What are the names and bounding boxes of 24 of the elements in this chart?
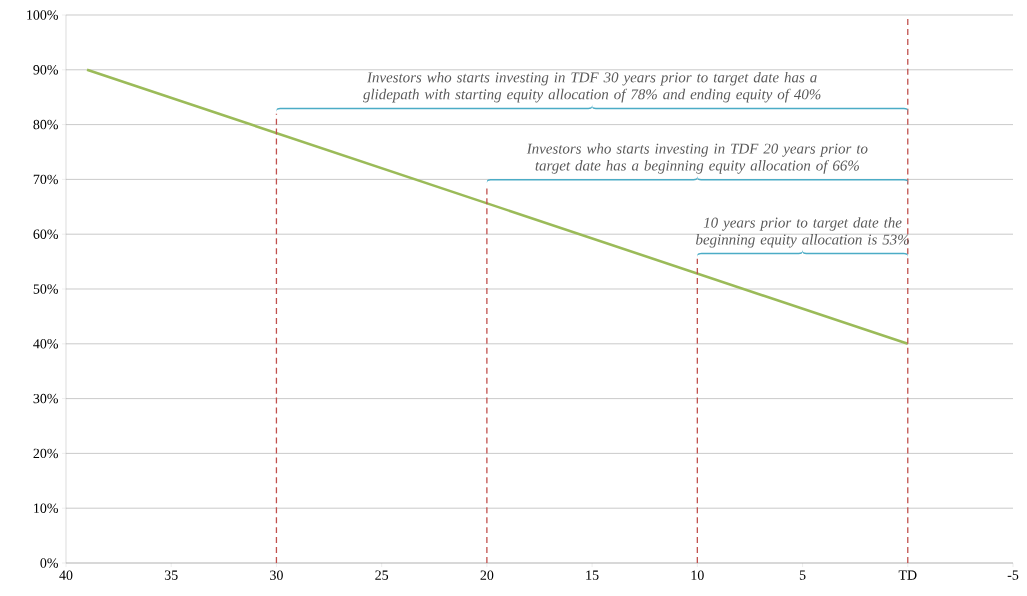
y-tick-label: 20% (33, 448, 58, 459)
y-tick-label: 0% (40, 558, 58, 568)
x-tick-label: 15 (586, 570, 599, 580)
annotation: Investors who starts investing in TDF 20 years prior to target date has a beginning equity allocation of 66% (526, 143, 868, 174)
x-tick-label: -5 (1007, 570, 1019, 580)
x-tick-label: 10 (691, 570, 704, 580)
annotation: 10 years prior to target date the beginning equity allocation is 53% (696, 217, 909, 248)
x-tick-label: 40 (59, 570, 73, 580)
y-tick-label: 30% (33, 393, 58, 404)
annotation: Investors who starts investing in TDF 30 years prior to target date has a glidepath with starting equity allocation of 78% and ending equity of 40% (363, 71, 821, 103)
y-tick-label: 50% (33, 284, 58, 294)
x-tick-label: 5 (799, 570, 806, 580)
y-tick-label: 80% (33, 119, 58, 130)
x-tick-label: 35 (164, 570, 178, 580)
y-tick-label: 60% (33, 229, 58, 239)
y-tick-label: 10% (34, 503, 58, 513)
y-tick-label: 70% (33, 174, 58, 185)
x-tick-label: 20 (480, 570, 494, 580)
y-tick-label: 40% (33, 339, 58, 349)
x-tick-label: 30 (270, 570, 283, 580)
y-tick-label: 90% (33, 65, 58, 75)
x-tick-label: 25 (375, 570, 389, 580)
x-tick-label: TD (898, 570, 917, 580)
y-tick-label: 100% (27, 10, 58, 20)
